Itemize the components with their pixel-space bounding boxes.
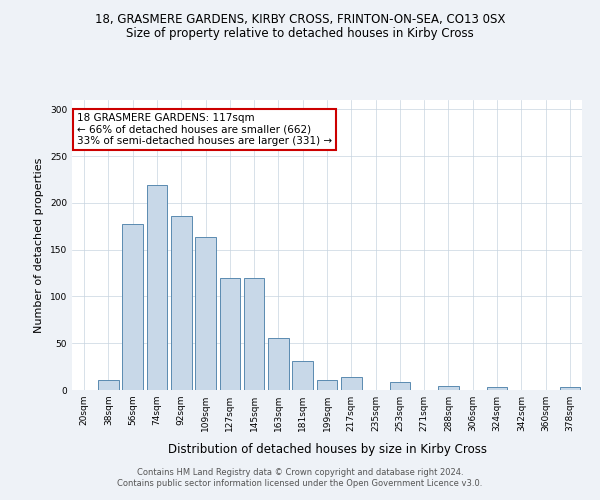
Bar (560, 387, 580, 390)
Text: 18, GRASMERE GARDENS, KIRBY CROSS, FRINTON-ON-SEA, CO13 0SX: 18, GRASMERE GARDENS, KIRBY CROSS, FRINT… (95, 12, 505, 26)
Y-axis label: Number of detached properties: Number of detached properties (34, 158, 44, 332)
Bar (98, 380, 119, 390)
Bar (268, 338, 289, 390)
Bar (487, 387, 508, 390)
Bar (341, 377, 362, 390)
Text: Distribution of detached houses by size in Kirby Cross: Distribution of detached houses by size … (167, 442, 487, 456)
Text: Size of property relative to detached houses in Kirby Cross: Size of property relative to detached ho… (126, 28, 474, 40)
Text: 18 GRASMERE GARDENS: 117sqm
← 66% of detached houses are smaller (662)
33% of se: 18 GRASMERE GARDENS: 117sqm ← 66% of det… (77, 113, 332, 146)
Bar (171, 216, 191, 390)
Bar (220, 278, 240, 390)
Bar (244, 278, 265, 390)
Bar (122, 224, 143, 390)
Bar (389, 382, 410, 390)
Bar (195, 236, 216, 390)
Bar (317, 380, 337, 390)
Bar (292, 361, 313, 390)
Bar (146, 185, 167, 390)
Text: Contains HM Land Registry data © Crown copyright and database right 2024.
Contai: Contains HM Land Registry data © Crown c… (118, 468, 482, 487)
Bar (438, 386, 459, 390)
